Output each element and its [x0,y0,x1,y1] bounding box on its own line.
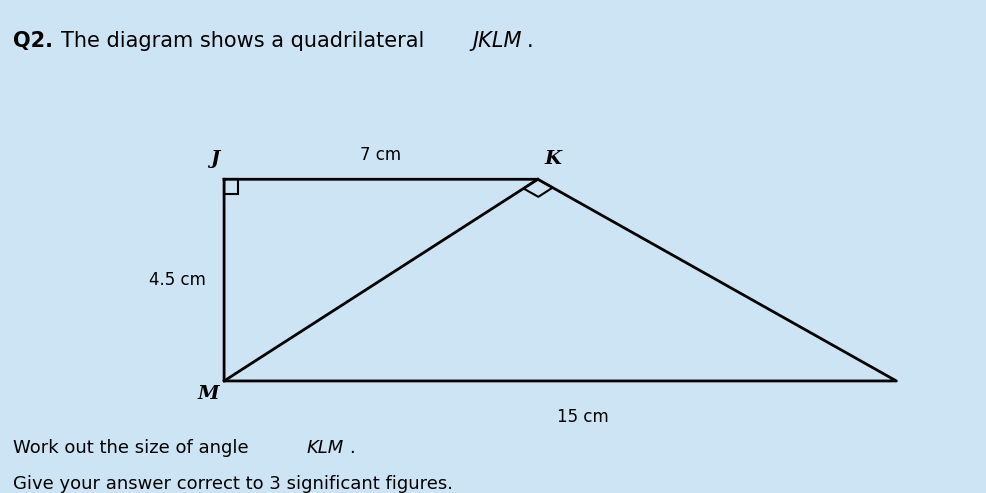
Text: Give your answer correct to 3 significant figures.: Give your answer correct to 3 significan… [14,475,454,493]
Text: M: M [198,386,220,403]
Text: 4.5 cm: 4.5 cm [149,271,206,289]
Text: 7 cm: 7 cm [361,145,401,164]
Text: The diagram shows a quadrilateral: The diagram shows a quadrilateral [60,32,431,51]
Text: .: . [350,439,355,457]
Text: KLM: KLM [307,439,344,457]
Text: J: J [210,150,220,168]
Text: K: K [544,150,562,168]
Bar [224,179,239,194]
Text: Q2.: Q2. [14,32,53,51]
Text: 15 cm: 15 cm [557,408,608,426]
Text: .: . [527,32,533,51]
Text: JKLM: JKLM [473,32,523,51]
Text: Work out the size of angle: Work out the size of angle [14,439,254,457]
